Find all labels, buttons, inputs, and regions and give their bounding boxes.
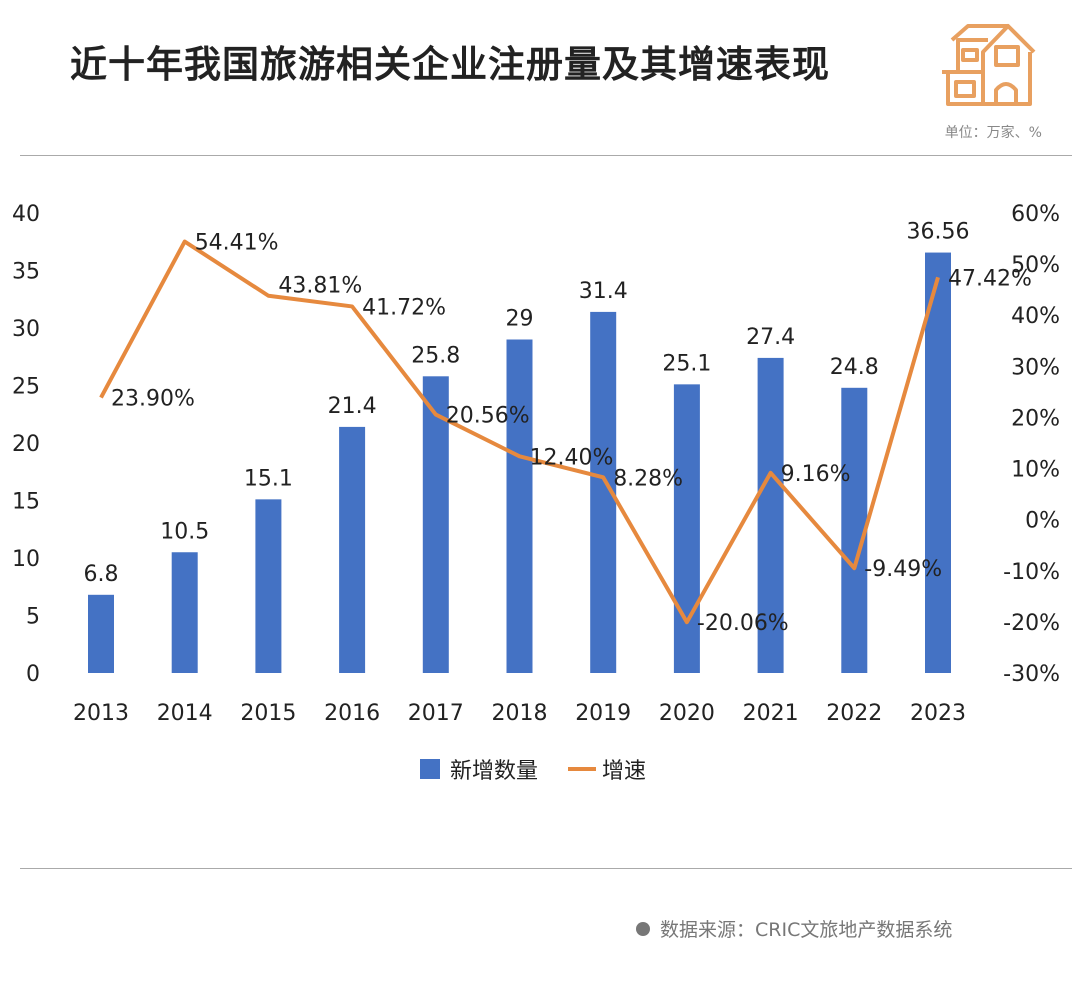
bar-label: 6.8	[84, 562, 119, 587]
growth-line	[99, 239, 940, 625]
y-right-tick: 50%	[1011, 253, 1060, 278]
y-right-tick: 0%	[1025, 509, 1060, 534]
line-label: 43.81%	[278, 274, 362, 299]
y-right-tick: 60%	[1011, 202, 1060, 227]
y-left-tick: 15	[12, 490, 40, 515]
x-tick: 2022	[826, 701, 882, 726]
bullet-icon	[636, 921, 650, 936]
x-tick: 2018	[492, 701, 548, 726]
legend-bar-label: 新增数量	[450, 759, 538, 784]
line-label: 54.41%	[195, 231, 279, 256]
bar	[255, 499, 282, 673]
y-left-tick: 25	[12, 375, 40, 400]
line-label: -9.49%	[864, 557, 942, 582]
house-icon	[942, 24, 1036, 106]
x-tick: 2020	[659, 701, 715, 726]
y-left-tick: 5	[26, 605, 40, 630]
bar-label: 31.4	[579, 279, 628, 304]
bar-label: 24.8	[830, 355, 879, 380]
x-tick: 2023	[910, 701, 966, 726]
bar	[925, 252, 951, 673]
line-label: 47.42%	[948, 266, 1032, 291]
y-left-tick: 0	[26, 662, 40, 687]
legend-line-label: 增速	[602, 759, 646, 784]
bar	[339, 426, 366, 673]
source-note: 数据来源：CRIC文旅地产数据系统	[636, 915, 952, 942]
unit-label: 单位：万家、%	[944, 125, 1042, 141]
bar-label: 10.5	[160, 519, 209, 544]
x-tick: 2016	[324, 701, 380, 726]
y-left-tick: 35	[12, 260, 40, 285]
bar	[422, 376, 449, 673]
top-divider	[20, 155, 1072, 156]
y-left-tick: 40	[12, 202, 40, 227]
bar	[171, 552, 198, 673]
bar-label: 36.56	[907, 220, 970, 245]
bar	[88, 594, 114, 673]
y-right-tick: -30%	[1003, 662, 1060, 687]
bar-label: 25.8	[411, 343, 460, 368]
line-label: 20.56%	[446, 404, 530, 429]
source-text: 数据来源：CRIC文旅地产数据系统	[660, 919, 953, 941]
bar	[841, 387, 868, 673]
bar-label: 25.1	[662, 351, 711, 376]
y-right-tick: 10%	[1011, 458, 1060, 483]
y-right-tick: 40%	[1011, 304, 1060, 329]
chart: 0 5 10 15 20 25 30 35 40 -30% -20% -10% 0% 10% 20% 30% 4…	[12, 202, 1060, 784]
line-label: -20.06%	[697, 611, 789, 636]
x-tick: 2017	[408, 701, 464, 726]
y-right-tick: -10%	[1003, 560, 1060, 585]
y-right-tick: -20%	[1003, 611, 1060, 636]
bar	[757, 357, 784, 673]
bar-label: 21.4	[328, 394, 377, 419]
line-label: 12.40%	[530, 445, 614, 470]
x-tick: 2013	[73, 701, 129, 726]
y-left-tick: 20	[12, 432, 40, 457]
bar	[673, 384, 700, 673]
bar	[506, 339, 533, 673]
legend-bar-swatch	[420, 759, 440, 779]
y-left-tick: 10	[12, 547, 40, 572]
bottom-divider	[20, 868, 1072, 869]
y-right-tick: 20%	[1011, 406, 1060, 431]
x-tick: 2021	[743, 701, 799, 726]
line-label: 23.90%	[111, 387, 195, 412]
line-label: 41.72%	[362, 295, 446, 320]
line-label: 8.28%	[613, 466, 683, 491]
bar-label: 15.1	[244, 466, 293, 491]
bar-label: 29	[506, 307, 534, 332]
y-right-tick: 30%	[1011, 355, 1060, 380]
y-left-tick: 30	[12, 317, 40, 342]
page-title: 近十年我国旅游相关企业注册量及其增速表现	[70, 43, 830, 86]
x-tick: 2015	[240, 701, 296, 726]
bar-label: 27.4	[746, 325, 795, 350]
x-tick: 2014	[157, 701, 213, 726]
x-tick: 2019	[575, 701, 631, 726]
line-label: 9.16%	[781, 462, 851, 487]
